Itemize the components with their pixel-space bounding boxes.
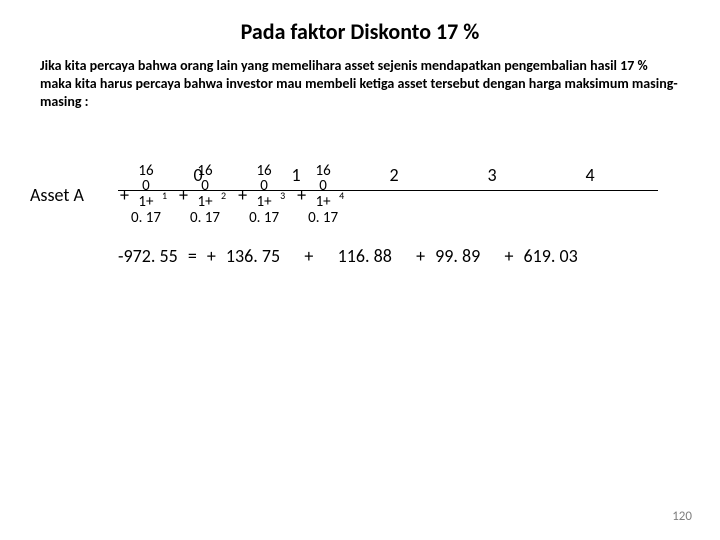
den-line3: 0. 17 bbox=[249, 211, 279, 227]
eq-plus4: + bbox=[504, 245, 513, 267]
period-3: 3 bbox=[462, 164, 522, 186]
timeline-line bbox=[118, 190, 658, 191]
eq-t0: -972. 55 bbox=[118, 245, 178, 267]
eq-v3: 99. 89 bbox=[435, 245, 480, 267]
eq-equals: = bbox=[188, 245, 197, 267]
period-4: 4 bbox=[560, 164, 620, 186]
period-0: 0 bbox=[168, 164, 228, 186]
timeline: 0 1 2 3 4 bbox=[118, 164, 658, 191]
timeline-periods: 0 1 2 3 4 bbox=[118, 164, 658, 186]
period-1: 1 bbox=[266, 164, 326, 186]
eq-plus2: + bbox=[304, 245, 313, 267]
page-number: 120 bbox=[672, 509, 692, 524]
intro-paragraph: Jika kita percaya bahwa orang lain yang … bbox=[0, 45, 720, 112]
eq-v1: 136. 75 bbox=[226, 245, 280, 267]
eq-v2: 116. 88 bbox=[338, 245, 392, 267]
asset-label: Asset A bbox=[30, 184, 84, 206]
eq-plus3: + bbox=[416, 245, 425, 267]
den-line3: 0. 17 bbox=[308, 211, 338, 227]
eq-plus1: + bbox=[207, 245, 216, 267]
eq-v4: 619. 03 bbox=[524, 245, 578, 267]
den-line3: 0. 17 bbox=[131, 211, 161, 227]
period-2: 2 bbox=[364, 164, 424, 186]
result-equation: -972. 55 = + 136. 75 + 116. 88 + 99. 89 … bbox=[0, 245, 720, 267]
den-line3: 0. 17 bbox=[190, 211, 220, 227]
page-title: Pada faktor Diskonto 17 % bbox=[0, 0, 720, 45]
